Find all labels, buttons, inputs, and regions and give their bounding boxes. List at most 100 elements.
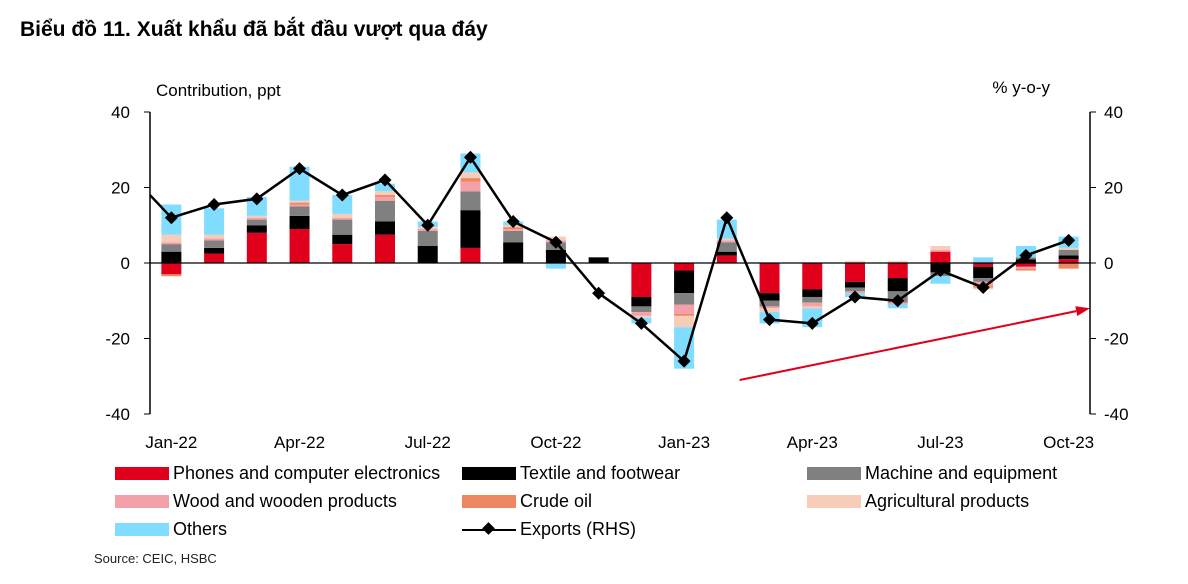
bar-1-6 xyxy=(417,246,438,263)
bar-1-4 xyxy=(332,234,353,245)
legend-label-machine: Machine and equipment xyxy=(865,462,1058,483)
bar-5-11 xyxy=(631,315,652,318)
bar-0-18 xyxy=(930,251,951,263)
legend-label-wood: Wood and wooden products xyxy=(173,490,397,511)
bar-2-3 xyxy=(289,206,310,216)
legend-swatch-textile xyxy=(462,466,516,480)
left-tick-label-1: 20 xyxy=(111,179,130,198)
bar-5-13 xyxy=(716,238,737,241)
legend-swatch-wood xyxy=(115,494,169,508)
bar-1-3 xyxy=(289,215,310,230)
bar-1-16 xyxy=(845,281,865,288)
bar-1-17 xyxy=(887,278,908,292)
bar-1-13 xyxy=(716,251,737,256)
legend-item-agri: Agricultural products xyxy=(807,490,1029,512)
legend-label-textile: Textile and footwear xyxy=(520,462,681,483)
bar-3-18 xyxy=(930,249,951,252)
x-tick-label-4: Jan-23 xyxy=(658,433,710,452)
bar-0-17 xyxy=(887,263,908,279)
source-note: Source: CEIC, HSBC xyxy=(94,551,217,566)
legend-item-wood: Wood and wooden products xyxy=(115,490,397,512)
legend-swatch-phones xyxy=(115,466,169,480)
bar-5-12 xyxy=(674,315,695,328)
bar-4-7 xyxy=(460,178,481,182)
bar-1-19 xyxy=(973,266,994,279)
legend-swatch-others xyxy=(115,522,169,536)
bar-0-3 xyxy=(289,229,310,263)
legend-item-exports: Exports (RHS) xyxy=(462,518,636,540)
bar-1-21 xyxy=(1058,255,1079,260)
bar-3-5 xyxy=(375,196,395,201)
bar-4-5 xyxy=(375,195,395,197)
exports-marker-4 xyxy=(335,188,349,202)
legend-swatch-machine xyxy=(807,466,861,480)
legend-item-phones: Phones and computer electronics xyxy=(115,462,440,484)
bar-2-6 xyxy=(417,230,438,247)
bar-6-5 xyxy=(375,183,395,192)
bar-5-0 xyxy=(161,234,182,243)
bar-1-15 xyxy=(802,289,823,297)
exports-marker-18 xyxy=(933,264,947,278)
bar-3-13 xyxy=(716,240,737,243)
exports-marker-7 xyxy=(463,150,477,164)
bar-6-2 xyxy=(246,196,267,216)
bar-6-1 xyxy=(204,208,225,235)
bar-1-1 xyxy=(204,247,225,254)
exports-marker-1 xyxy=(207,197,221,211)
bar-0-15 xyxy=(802,263,823,290)
right-tick-label-0: 40 xyxy=(1104,103,1123,122)
bar-2-0 xyxy=(161,244,182,252)
bar-1-0 xyxy=(161,251,182,263)
bar-3-8 xyxy=(503,229,524,231)
bar-3-7 xyxy=(460,181,481,192)
bar-0-21 xyxy=(1058,259,1079,263)
bar-2-1 xyxy=(204,240,225,248)
bar-5-14 xyxy=(759,308,780,313)
x-tick-label-3: Oct-22 xyxy=(530,433,581,452)
right-tick-label-2: 0 xyxy=(1104,254,1113,273)
bar-1-11 xyxy=(631,296,652,307)
bar-2-2 xyxy=(246,219,267,226)
bar-0-1 xyxy=(204,253,225,263)
exports-marker-13 xyxy=(720,211,734,225)
bar-3-15 xyxy=(802,302,823,307)
exports-marker-11 xyxy=(634,316,648,330)
bar-3-0 xyxy=(161,242,182,245)
x-tick-label-2: Jul-22 xyxy=(405,433,451,452)
bar-0-14 xyxy=(759,263,780,294)
legend-label-others: Others xyxy=(173,518,228,539)
bar-5-21 xyxy=(1058,247,1079,250)
left-tick-label-0: 40 xyxy=(111,103,130,122)
bar-0-7 xyxy=(460,247,481,263)
bar-1-9 xyxy=(545,249,566,263)
line-layer xyxy=(149,150,1076,368)
bar-0-2 xyxy=(246,232,267,263)
bar-0-5 xyxy=(375,234,395,263)
bar-layer xyxy=(161,153,1079,369)
bar-6-18 xyxy=(930,276,951,284)
bar-2-5 xyxy=(375,200,395,222)
bar-5-2 xyxy=(246,215,267,218)
bar-3-20 xyxy=(1015,266,1036,269)
bar-5-7 xyxy=(460,172,481,179)
legend-item-others: Others xyxy=(115,518,227,540)
right-tick-label-3: -20 xyxy=(1104,330,1129,349)
bar-0-13 xyxy=(716,255,737,263)
exports-marker-15 xyxy=(805,316,819,330)
bar-2-12 xyxy=(674,293,695,305)
exports-marker-17 xyxy=(891,294,905,308)
bar-0-12 xyxy=(674,263,695,271)
bar-1-8 xyxy=(503,242,524,263)
legend-item-textile: Textile and footwear xyxy=(462,462,680,484)
bar-5-5 xyxy=(375,191,395,196)
trend-arrow-head xyxy=(1075,306,1090,317)
right-tick-label-1: 20 xyxy=(1104,179,1123,198)
right-tick-label-4: -40 xyxy=(1104,405,1129,424)
bar-3-11 xyxy=(631,312,652,316)
bar-5-16 xyxy=(845,261,865,263)
exports-marker-19 xyxy=(976,281,990,295)
exports-marker-2 xyxy=(250,192,264,206)
bar-4-12 xyxy=(674,313,695,316)
bar-1-10 xyxy=(588,257,609,263)
